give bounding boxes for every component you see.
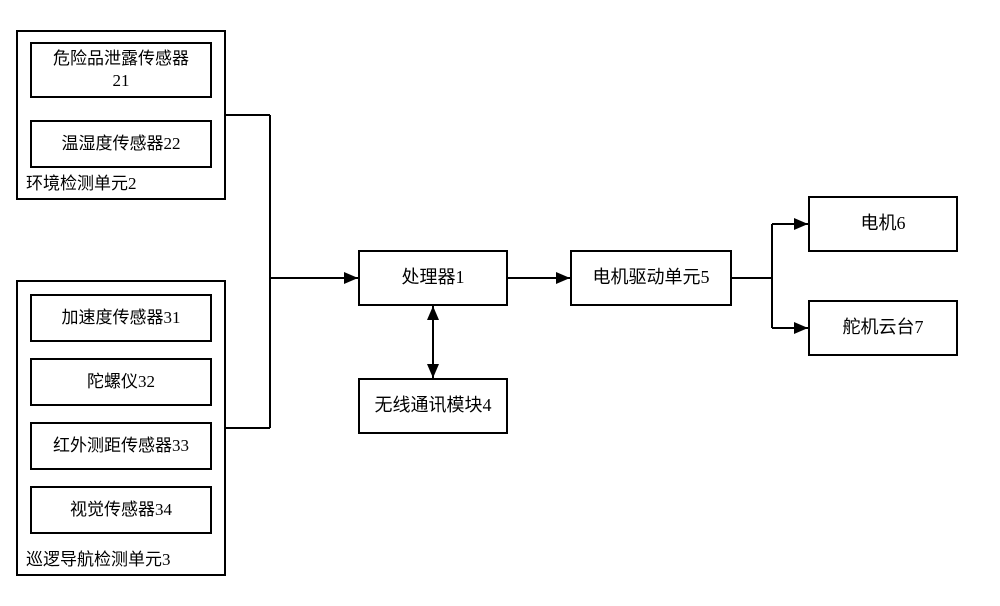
node-accel: 加速度传感器31 <box>30 294 212 342</box>
node-vision: 视觉传感器34 <box>30 486 212 534</box>
node-drive: 电机驱动单元5 <box>570 250 732 306</box>
node-ir: 红外测距传感器33 <box>30 422 212 470</box>
node-label-servo: 舵机云台7 <box>843 316 924 339</box>
node-wireless: 无线通讯模块4 <box>358 378 508 434</box>
node-servo: 舵机云台7 <box>808 300 958 356</box>
group-label-nav: 巡逻导航检测单元3 <box>26 545 171 570</box>
group-label-env: 环境检测单元2 <box>26 169 137 194</box>
node-label-motor: 电机6 <box>861 212 906 235</box>
node-label-gyro: 陀螺仪32 <box>87 371 155 393</box>
node-label-ir: 红外测距传感器33 <box>53 435 189 457</box>
node-label-hazard: 危险品泄露传感器 21 <box>53 48 189 92</box>
node-temphum: 温湿度传感器22 <box>30 120 212 168</box>
node-label-accel: 加速度传感器31 <box>62 307 181 329</box>
node-gyro: 陀螺仪32 <box>30 358 212 406</box>
node-cpu: 处理器1 <box>358 250 508 306</box>
node-hazard: 危险品泄露传感器 21 <box>30 42 212 98</box>
node-motor: 电机6 <box>808 196 958 252</box>
node-label-temphum: 温湿度传感器22 <box>62 133 181 155</box>
node-label-cpu: 处理器1 <box>402 266 465 289</box>
node-label-vision: 视觉传感器34 <box>70 499 172 521</box>
node-label-drive: 电机驱动单元5 <box>593 266 710 289</box>
node-label-wireless: 无线通讯模块4 <box>375 394 492 417</box>
